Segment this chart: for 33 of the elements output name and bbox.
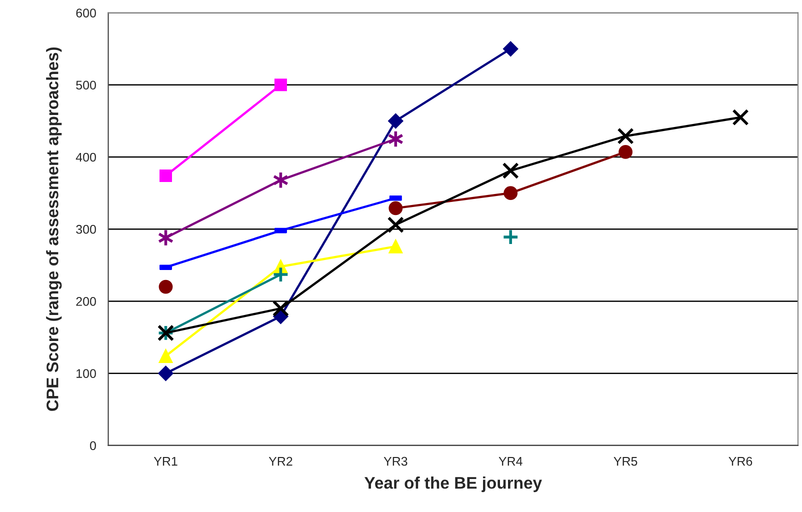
point — [387, 216, 404, 234]
point — [388, 239, 403, 254]
x-tick-label: YR3 — [384, 456, 408, 466]
point — [388, 113, 404, 129]
point — [504, 186, 518, 200]
point — [274, 78, 287, 92]
y-tick-label: 100 — [76, 369, 96, 378]
x-axis-title: Year of the BE journey — [364, 476, 542, 492]
point — [503, 41, 518, 56]
y-tick-label: 0 — [90, 441, 96, 450]
y-tick-label: 400 — [76, 152, 96, 162]
point — [158, 280, 173, 294]
x-tick-label: YR2 — [268, 456, 292, 466]
y-axis-title: CPE Score (range of assessment approaches) — [46, 47, 62, 411]
point — [732, 109, 749, 126]
point — [388, 201, 403, 216]
point — [158, 366, 174, 381]
point — [272, 266, 290, 283]
point — [618, 145, 633, 159]
x-tick-label: YR5 — [614, 457, 638, 466]
x-tick-label: YR6 — [728, 456, 752, 466]
point — [159, 170, 172, 182]
point — [502, 228, 519, 246]
y-tick-label: 600 — [76, 8, 96, 18]
y-tick-label: 500 — [76, 80, 96, 90]
x-tick-label: YR1 — [154, 457, 178, 466]
point — [158, 349, 173, 363]
x-tick-label: YR4 — [498, 457, 522, 466]
point — [272, 300, 290, 317]
y-tick-label: 300 — [76, 224, 96, 234]
point — [617, 128, 634, 144]
point — [502, 162, 519, 180]
y-tick-label: 200 — [76, 297, 96, 306]
